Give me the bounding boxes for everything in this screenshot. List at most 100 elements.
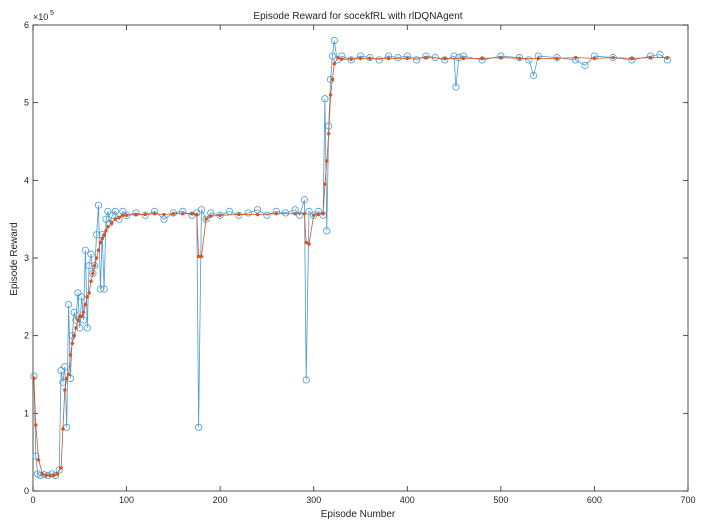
x-tick-label: 400 <box>400 495 415 505</box>
data-point <box>665 55 670 60</box>
data-point <box>197 206 206 214</box>
data-point <box>94 256 99 260</box>
data-point <box>244 209 252 217</box>
data-point <box>305 207 313 215</box>
data-point <box>282 209 290 217</box>
data-point <box>452 83 460 91</box>
data-point <box>152 211 157 216</box>
data-point <box>64 300 73 309</box>
data-point <box>134 212 138 217</box>
plot-box <box>32 24 689 492</box>
data-point <box>328 52 337 60</box>
data-point <box>442 56 447 61</box>
data-point <box>102 215 110 223</box>
data-point <box>347 56 355 64</box>
data-point <box>92 263 97 268</box>
data-point <box>323 182 327 187</box>
x-tick-label: 300 <box>306 495 321 505</box>
data-point <box>70 341 75 346</box>
data-point <box>235 211 243 219</box>
data-point <box>76 318 80 322</box>
data-point <box>72 333 76 338</box>
data-point <box>311 213 316 218</box>
data-point <box>336 55 340 60</box>
data-point <box>55 466 63 474</box>
data-point <box>78 293 86 301</box>
data-point <box>89 269 97 278</box>
data-point <box>195 423 203 431</box>
data-point <box>611 55 615 60</box>
data-point <box>202 215 210 223</box>
data-point <box>96 248 101 253</box>
axis-ticks: 0 100 200 300 400 500 600 700 0 1 2 3 4 5 6 <box>24 20 696 505</box>
data-point <box>237 212 241 217</box>
data-point <box>44 473 48 478</box>
data-point <box>328 93 333 97</box>
data-point <box>162 212 166 217</box>
data-point <box>366 54 374 62</box>
data-point <box>330 77 335 82</box>
data-point <box>302 211 307 216</box>
data-point <box>66 372 71 377</box>
data-point <box>573 55 578 60</box>
data-point <box>74 289 82 297</box>
data-point <box>386 56 391 61</box>
data-point <box>553 54 561 62</box>
data-point <box>70 308 78 316</box>
data-point <box>94 201 103 209</box>
data-point <box>525 56 533 64</box>
data-point <box>64 376 69 381</box>
data-point <box>36 458 41 462</box>
data-point <box>274 211 279 216</box>
data-point <box>499 55 503 60</box>
data-point <box>32 452 40 460</box>
data-point <box>87 291 91 295</box>
data-point <box>581 61 589 69</box>
y-tick-label: 3 <box>24 253 29 263</box>
data-point <box>91 262 99 270</box>
data-point <box>106 225 110 229</box>
data-point <box>424 55 428 60</box>
plot-frame <box>32 24 689 492</box>
data-point <box>332 62 337 66</box>
data-point <box>199 254 204 259</box>
data-point <box>51 473 56 478</box>
data-point <box>61 363 69 371</box>
y-multiplier-label: ×10 <box>33 12 48 22</box>
data-point <box>104 229 108 233</box>
data-point <box>190 211 194 216</box>
data-point <box>96 285 104 293</box>
data-point <box>208 214 213 218</box>
data-point <box>515 54 524 62</box>
data-point <box>104 207 112 215</box>
data-point <box>321 95 329 103</box>
data-point <box>77 314 82 319</box>
data-point <box>300 196 308 204</box>
data-point <box>196 254 201 259</box>
data-point <box>98 240 103 245</box>
data-point <box>32 376 36 381</box>
data-point <box>555 56 559 61</box>
data-point <box>263 211 271 219</box>
y-tick-label: 5 <box>24 98 29 108</box>
chart-title: Episode Reward for socekfRL with rlDQNAg… <box>253 11 462 22</box>
data-point <box>330 36 338 45</box>
data-point <box>461 56 466 61</box>
data-point <box>530 71 538 80</box>
data-point <box>68 353 73 357</box>
data-point <box>180 211 185 216</box>
data-point <box>293 211 297 216</box>
data-point <box>93 231 101 239</box>
data-point <box>91 271 95 276</box>
data-point <box>83 324 91 332</box>
series-1 <box>30 36 672 480</box>
series-layer <box>30 36 672 480</box>
data-point <box>325 159 329 163</box>
x-tick-label: 700 <box>680 495 695 505</box>
data-point <box>59 465 63 470</box>
data-point <box>85 295 90 299</box>
data-point <box>79 316 88 324</box>
y-multiplier: ×10 5 <box>33 10 54 22</box>
data-point <box>100 285 108 293</box>
